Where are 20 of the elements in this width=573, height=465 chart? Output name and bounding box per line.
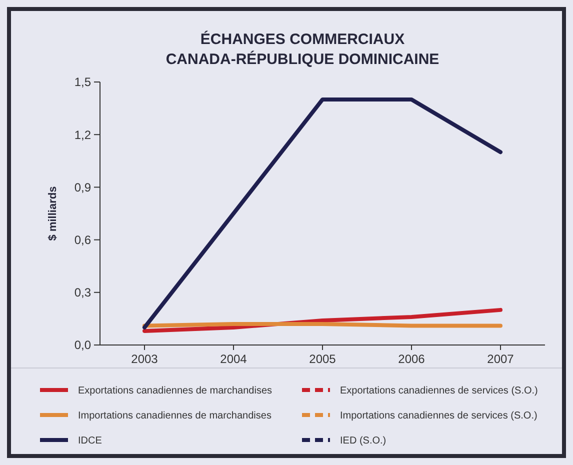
x-tick-label: 2007 (487, 352, 514, 366)
x-tick-label: 2003 (131, 352, 158, 366)
y-tick-label: 0,9 (74, 180, 92, 194)
x-tick-label: 2006 (398, 352, 426, 366)
legend-label: Importations canadiennes de services (S.O.) (340, 410, 538, 422)
y-axis-title: $ milliards (47, 186, 59, 241)
legend-label: IDCE (78, 436, 102, 446)
legend-label: Exportations canadiennes de services (S.O.) (340, 386, 538, 396)
y-tick-label: 0,6 (74, 233, 92, 247)
x-tick-label: 2005 (309, 352, 336, 366)
legend-label: Importations canadiennes de marchandises (78, 410, 272, 422)
line-series (142, 98, 502, 330)
y-tick-label: 0,3 (74, 286, 92, 300)
y-tick-label: 1,5 (74, 75, 92, 90)
x-tick-label: 2004 (220, 352, 248, 366)
legend-label: Exportations canadiennes de marchandises (78, 386, 272, 396)
y-tick-label: 0,0 (74, 338, 92, 352)
chart-title: ÉCHANGES COMMERCIAUX CANADA-RÉPUBLIQUE DOMINICAINE (166, 30, 440, 68)
y-tick-label: 1,2 (74, 128, 92, 142)
legend-label: IED (S.O.) (340, 436, 386, 446)
